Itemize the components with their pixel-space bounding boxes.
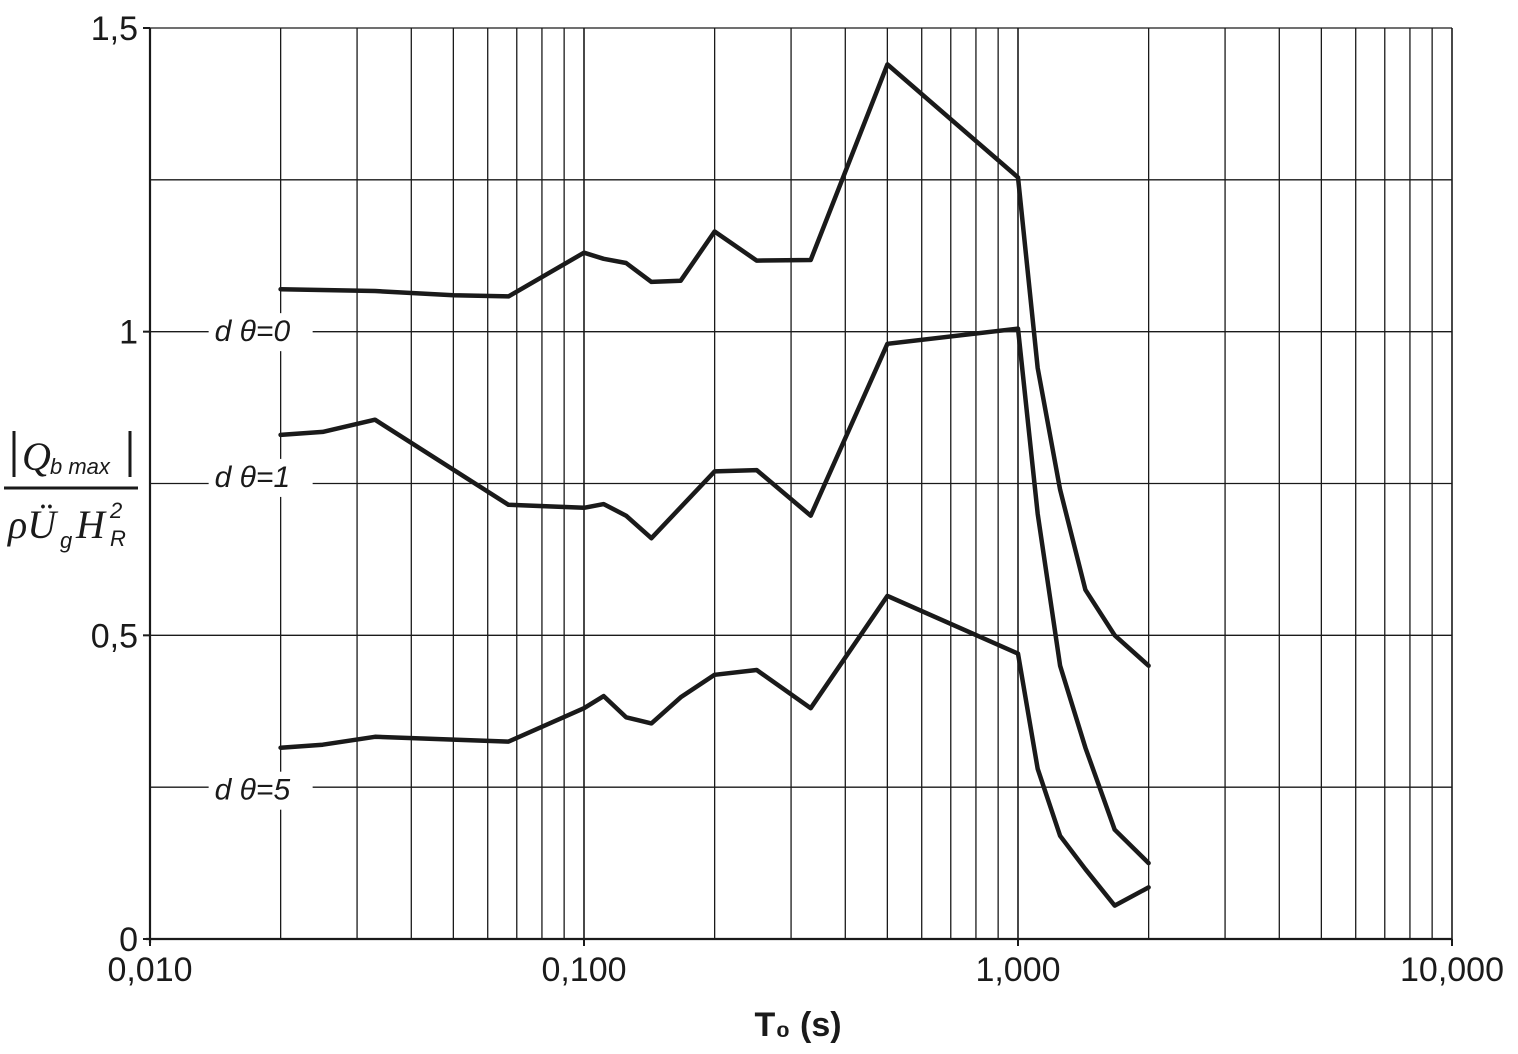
series-label-backing (208, 771, 313, 810)
y-tick-label: 0,5 (91, 617, 138, 655)
y-tick-label: 1 (119, 314, 138, 352)
x-tick-labels: 0,010 0,100 1,000 10,000 (107, 951, 1504, 989)
axes (143, 27, 1453, 946)
series-line-1 (278, 326, 1151, 866)
series-label-backing (208, 458, 313, 497)
x-tick-label: 0,100 (541, 951, 626, 989)
x-tick-label: 0,010 (107, 951, 192, 989)
y-axis-label-denominator-sup: 2 (109, 498, 122, 523)
series-label-2: d θ=5 (215, 774, 291, 807)
series-label-0: d θ=0 (215, 315, 291, 348)
grid-major-lines (149, 27, 1453, 939)
series-lines (278, 62, 1151, 908)
y-axis-label-numerator: Q (22, 434, 51, 479)
y-axis-label-denominator-sub-r: R (110, 526, 126, 551)
series-label-1: d θ=1 (215, 461, 291, 494)
y-tick-labels: 0 0,5 1 1,5 (91, 10, 138, 959)
y-tick-label: 1,5 (91, 10, 138, 48)
series-line-0 (278, 62, 1151, 668)
series-label-backing (208, 313, 313, 352)
series-line-2 (278, 593, 1151, 908)
y-axis-label-denominator: ρÜ (6, 502, 59, 547)
x-axis-label: T₀ (s) (754, 1006, 841, 1044)
y-tick-label: 0 (119, 921, 138, 959)
x-tick-label: 10,000 (1400, 951, 1504, 989)
y-axis-label: Q b max ρÜ g H 2 R (4, 431, 138, 553)
x-tick-label: 1,000 (975, 951, 1060, 989)
y-axis-label-denominator-sub-g: g (60, 528, 73, 553)
y-axis-label-denominator-h: H (75, 502, 107, 547)
series-labels: d θ=0 d θ=1 d θ=5 (208, 313, 313, 810)
y-axis-label-numerator-sub: b max (50, 454, 111, 479)
